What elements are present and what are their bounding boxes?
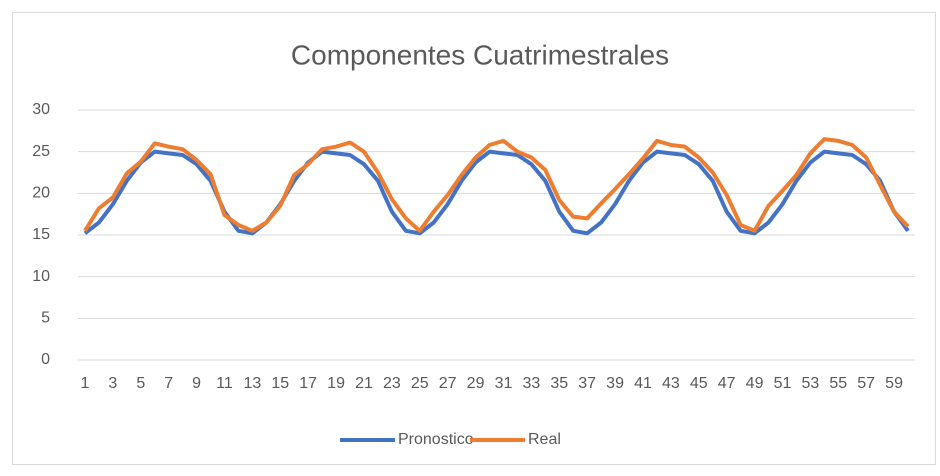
x-tick-label: 29	[467, 375, 485, 392]
x-tick-label: 39	[606, 375, 624, 392]
y-tick-label: 10	[32, 268, 50, 285]
chart-title: Componentes Cuatrimestrales	[291, 39, 669, 70]
x-tick-label: 53	[801, 375, 819, 392]
x-tick-label: 47	[718, 375, 736, 392]
x-tick-label: 19	[327, 375, 345, 392]
y-tick-label: 25	[32, 143, 50, 160]
x-tick-label: 33	[522, 375, 540, 392]
x-tick-label: 59	[885, 375, 903, 392]
series-line	[83, 137, 910, 233]
y-tick-label: 5	[41, 310, 50, 327]
x-tick-label: 51	[774, 375, 792, 392]
x-tick-label: 49	[746, 375, 764, 392]
x-tick-label: 41	[634, 375, 652, 392]
legend-label: Pronostico	[398, 431, 474, 448]
x-tick-label: 43	[662, 375, 680, 392]
x-tick-label: 1	[81, 375, 90, 392]
x-tick-label: 3	[108, 375, 117, 392]
x-tick-label: 45	[690, 375, 708, 392]
x-tick-label: 37	[578, 375, 596, 392]
x-tick-label: 23	[383, 375, 401, 392]
x-tick-label: 57	[857, 375, 875, 392]
x-tick-label: 27	[439, 375, 457, 392]
x-tick-label: 17	[299, 375, 317, 392]
x-tick-label: 15	[271, 375, 289, 392]
x-tick-label: 21	[355, 375, 373, 392]
x-tick-label: 25	[411, 375, 429, 392]
x-tick-label: 35	[550, 375, 568, 392]
x-tick-label: 13	[243, 375, 261, 392]
x-tick-label: 31	[495, 375, 513, 392]
x-tick-label: 55	[829, 375, 847, 392]
y-tick-label: 20	[32, 185, 50, 202]
chart-frame	[12, 12, 936, 465]
x-tick-label: 7	[164, 375, 173, 392]
x-tick-label: 9	[192, 375, 201, 392]
y-tick-label: 30	[32, 101, 50, 118]
y-tick-label: 0	[41, 351, 50, 368]
legend-label: Real	[528, 431, 561, 448]
y-tick-label: 15	[32, 226, 50, 243]
x-tick-label: 5	[136, 375, 145, 392]
x-tick-label: 11	[216, 375, 233, 392]
